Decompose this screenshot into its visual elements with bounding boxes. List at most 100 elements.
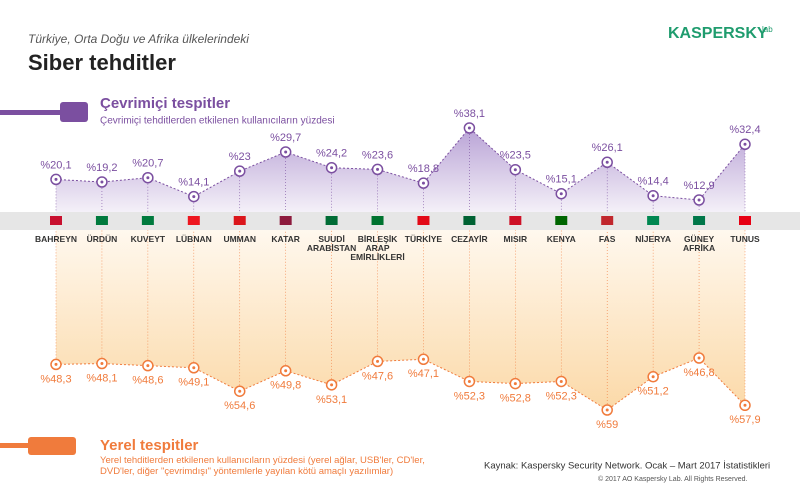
data-label: %38,1 xyxy=(454,108,485,120)
data-label: %54,6 xyxy=(224,400,255,412)
category-label: GÜNEY AFRİKA xyxy=(683,234,715,253)
data-label: %29,7 xyxy=(270,132,301,144)
category-label: KENYA xyxy=(547,234,576,244)
subtitle: Türkiye, Orta Doğu ve Afrika ülkelerinde… xyxy=(28,32,249,46)
category-label: LÜBNAN xyxy=(176,234,212,244)
category-label: BAHREYN xyxy=(35,234,77,244)
local-title: Yerel tespitler xyxy=(100,437,199,454)
point-dot xyxy=(330,383,334,387)
point-dot xyxy=(697,198,701,202)
flag xyxy=(693,216,706,225)
source: Kaynak: Kaspersky Security Network. Ocak… xyxy=(484,461,770,472)
data-label: %48,6 xyxy=(132,375,163,387)
category-label: ÜRDÜN xyxy=(87,234,118,244)
data-label: %48,1 xyxy=(86,372,117,384)
data-label: %52,3 xyxy=(546,390,577,402)
data-label: %57,9 xyxy=(729,414,760,426)
data-label: %32,4 xyxy=(729,124,760,136)
local-desc-box: Yerel tehditlerden etkilenen kullanıcıla… xyxy=(100,455,425,477)
point-dot xyxy=(513,168,517,172)
point-dot xyxy=(146,176,150,180)
flag xyxy=(233,216,246,225)
point-dot xyxy=(421,357,425,361)
flag xyxy=(601,216,614,225)
category-label: KUVEYT xyxy=(131,234,166,244)
point-dot xyxy=(743,403,747,407)
online-area xyxy=(56,128,745,212)
flag xyxy=(50,216,62,225)
point-dot xyxy=(376,359,380,363)
flag xyxy=(187,216,200,225)
point-dot xyxy=(238,389,242,393)
point-dot xyxy=(146,364,150,368)
category-label: TUNUS xyxy=(730,234,760,244)
category-label: CEZAYİR xyxy=(451,234,488,244)
category-label: FAS xyxy=(599,234,616,244)
point-dot xyxy=(100,180,104,184)
data-label: %53,1 xyxy=(316,394,347,406)
category-label: BİRLEŞİK ARAP EMİRLİKLERİ xyxy=(350,234,404,262)
flag-band xyxy=(0,212,800,230)
flag xyxy=(141,216,154,225)
data-label: %47,1 xyxy=(408,368,439,380)
point-dot xyxy=(192,195,196,199)
data-label: %20,1 xyxy=(40,159,71,171)
data-label: %15,1 xyxy=(546,174,577,186)
point-dot xyxy=(651,375,655,379)
data-label: %19,2 xyxy=(86,162,117,174)
copyright: © 2017 AO Kaspersky Lab. All Rights Rese… xyxy=(598,475,748,483)
flag xyxy=(279,216,292,225)
point-dot xyxy=(421,181,425,185)
series-line xyxy=(55,127,746,201)
category-label: MISIR xyxy=(504,234,528,244)
point-dot xyxy=(651,194,655,198)
point-dot xyxy=(559,192,563,196)
category-label: UMMAN xyxy=(223,234,256,244)
flag xyxy=(555,216,568,225)
data-label: %49,8 xyxy=(270,380,301,392)
category-label: SUUDİ ARABİSTAN xyxy=(307,234,356,253)
data-label: %51,2 xyxy=(638,386,669,398)
point-dot xyxy=(376,167,380,171)
logo-suffix: lab xyxy=(762,25,773,34)
data-label: %59 xyxy=(596,419,618,431)
data-label: %47,6 xyxy=(362,370,393,382)
title: Siber tehditler xyxy=(28,50,176,75)
point-dot xyxy=(605,160,609,164)
data-label: %14,4 xyxy=(638,176,669,188)
point-dot xyxy=(238,169,242,173)
plot: %20,1 %19,2 %20,7 %14,1 %23 %29,7 %24,2 %23,6 %1… xyxy=(35,108,761,431)
online-desc: Çevrimiçi tehditlerden etkilenen kullanı… xyxy=(100,116,335,127)
local-desc: Yerel tehditlerden etkilenen kullanıcıla… xyxy=(100,455,425,477)
cable-icon xyxy=(0,110,60,115)
flag xyxy=(509,216,522,225)
point-dot xyxy=(513,382,517,386)
data-label: %23,5 xyxy=(500,150,531,162)
data-label: %52,3 xyxy=(454,390,485,402)
point-dot xyxy=(284,150,288,154)
point-dot xyxy=(284,369,288,373)
data-label: %12,9 xyxy=(683,180,714,192)
category-label: NİJERYA xyxy=(635,234,671,244)
flag xyxy=(417,216,430,225)
usb-icon xyxy=(28,437,76,455)
data-label: %26,1 xyxy=(592,142,623,154)
point-dot xyxy=(100,362,104,366)
flag xyxy=(325,216,338,225)
data-label: %46,8 xyxy=(683,367,714,379)
flag xyxy=(463,216,476,225)
point-dot xyxy=(192,366,196,370)
point-dot xyxy=(697,356,701,360)
flag xyxy=(739,216,751,225)
data-label: %14,1 xyxy=(178,176,209,188)
data-label: %23 xyxy=(229,151,251,163)
point-dot xyxy=(54,362,58,366)
plug-icon xyxy=(60,102,88,122)
point-dot xyxy=(605,408,609,412)
local-area xyxy=(56,230,745,410)
flag xyxy=(371,216,384,225)
point-dot xyxy=(467,126,471,130)
data-label: %49,1 xyxy=(178,377,209,389)
logo: KASPERSKY xyxy=(668,25,768,42)
